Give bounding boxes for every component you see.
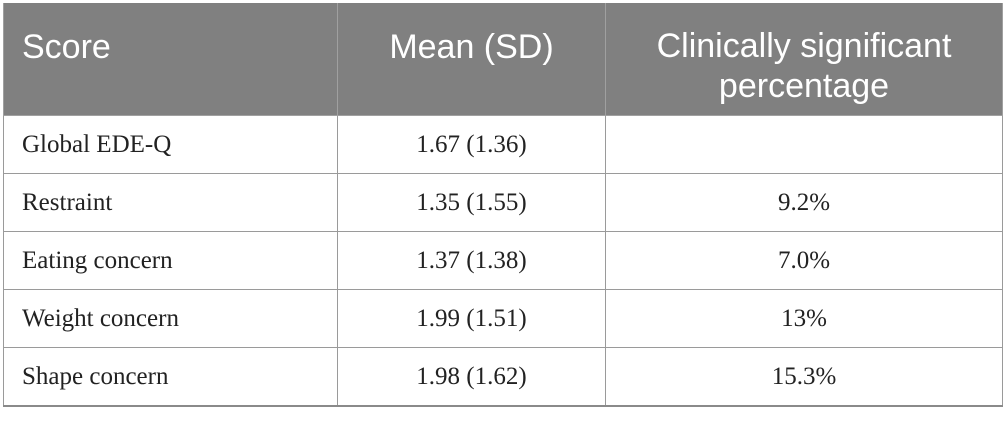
cell-score: Restraint bbox=[3, 173, 338, 232]
cell-score: Weight concern bbox=[3, 289, 338, 348]
cell-percentage: 7.0% bbox=[605, 231, 1003, 290]
ede-q-scores-table-container: Score Mean (SD) Clinically significant p… bbox=[3, 3, 1003, 407]
cell-mean-sd: 1.37 (1.38) bbox=[337, 231, 606, 290]
table-row: Restraint 1.35 (1.55) 9.2% bbox=[3, 173, 1003, 232]
cell-mean-sd: 1.67 (1.36) bbox=[337, 115, 606, 174]
cell-score: Global EDE-Q bbox=[3, 115, 338, 174]
header-pct-line2: percentage bbox=[718, 67, 890, 105]
cell-mean-sd: 1.35 (1.55) bbox=[337, 173, 606, 232]
table-row: Eating concern 1.37 (1.38) 7.0% bbox=[3, 231, 1003, 290]
cell-percentage bbox=[605, 115, 1003, 174]
cell-score: Shape concern bbox=[3, 347, 338, 407]
cell-percentage: 15.3% bbox=[605, 347, 1003, 407]
cell-percentage: 13% bbox=[605, 289, 1003, 348]
header-mean-sd: Mean (SD) bbox=[337, 3, 606, 116]
ede-q-scores-table: Score Mean (SD) Clinically significant p… bbox=[3, 3, 1003, 407]
header-mean-sd-label: Mean (SD) bbox=[389, 28, 554, 66]
header-score-label: Score bbox=[22, 28, 111, 66]
header-row: Score Mean (SD) Clinically significant p… bbox=[3, 3, 1003, 116]
cell-mean-sd: 1.98 (1.62) bbox=[337, 347, 606, 407]
header-score: Score bbox=[3, 3, 338, 116]
table-body: Global EDE-Q 1.67 (1.36) Restraint 1.35 … bbox=[3, 115, 1003, 407]
table-row: Global EDE-Q 1.67 (1.36) bbox=[3, 115, 1003, 174]
cell-score: Eating concern bbox=[3, 231, 338, 290]
header-pct-line1: Clinically significant bbox=[656, 27, 952, 65]
table-row: Weight concern 1.99 (1.51) 13% bbox=[3, 289, 1003, 348]
cell-percentage: 9.2% bbox=[605, 173, 1003, 232]
header-clinically-significant-percentage: Clinically significant percentage bbox=[605, 3, 1003, 116]
table-header: Score Mean (SD) Clinically significant p… bbox=[3, 3, 1003, 116]
cell-mean-sd: 1.99 (1.51) bbox=[337, 289, 606, 348]
table-row: Shape concern 1.98 (1.62) 15.3% bbox=[3, 347, 1003, 407]
